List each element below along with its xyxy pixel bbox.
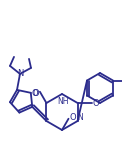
Text: O: O (92, 98, 99, 107)
Text: NH: NH (57, 97, 69, 106)
Text: N: N (78, 112, 83, 122)
Text: O: O (69, 113, 76, 122)
Text: O: O (33, 89, 39, 98)
Text: N: N (17, 69, 23, 78)
Text: O: O (31, 89, 38, 98)
